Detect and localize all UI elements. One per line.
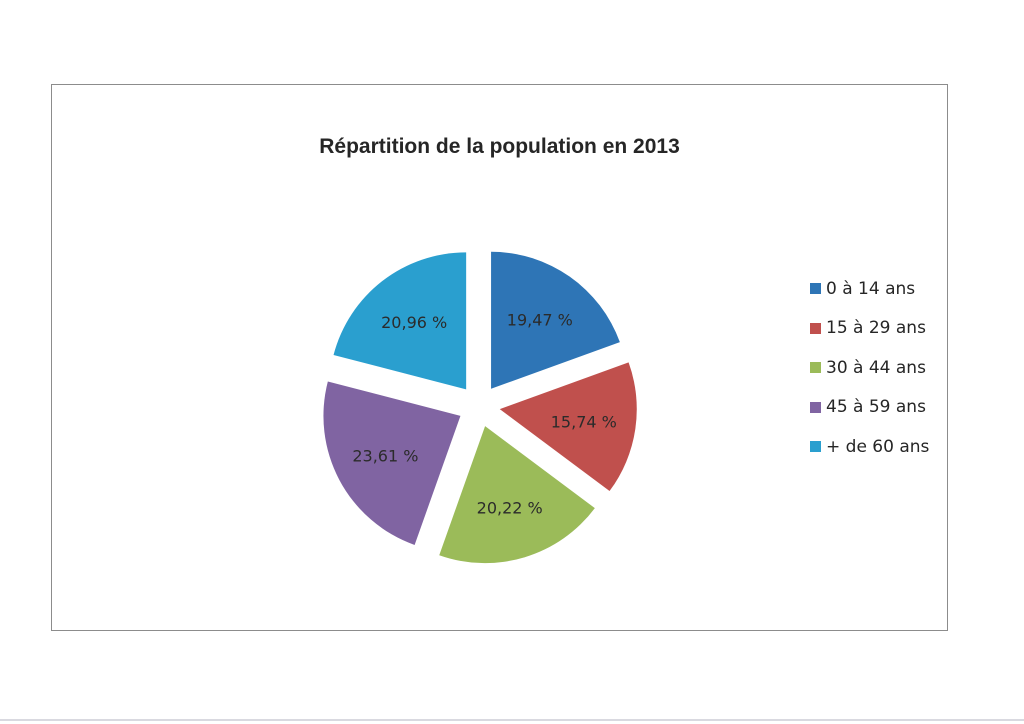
- legend-swatch: [810, 322, 821, 334]
- slice-label-3: 20,22 %: [477, 498, 543, 517]
- legend-swatch: [810, 362, 821, 374]
- pie-slice-2: [499, 362, 637, 492]
- slice-label-5: 20,96 %: [381, 313, 447, 332]
- legend-item: + de 60 ans: [810, 427, 929, 467]
- pie-slice-3: [439, 426, 595, 564]
- chart-legend: 0 à 14 ans 15 à 29 ans 30 à 44 ans 45 à 59 …: [810, 269, 929, 467]
- legend-label: + de 60 ans: [826, 436, 930, 457]
- legend-item: 45 à 59 ans: [810, 388, 929, 428]
- legend-swatch: [810, 441, 821, 453]
- chart-title: Répartition de la population en 2013: [319, 135, 680, 158]
- legend-item: 30 à 44 ans: [810, 348, 929, 388]
- pie-slice-1: [491, 251, 620, 389]
- legend-swatch: [810, 401, 821, 413]
- pie-chart: 19,47 % 15,74 % 20,22 % 23,61 % 20,96 %: [323, 251, 637, 564]
- slice-label-2: 15,74 %: [551, 413, 617, 432]
- page-bottom-line: [0, 719, 1024, 721]
- legend-swatch: [810, 283, 821, 295]
- legend-label: 30 à 44 ans: [826, 357, 926, 378]
- legend-item: 0 à 14 ans: [810, 269, 929, 309]
- legend-label: 45 à 59 ans: [826, 397, 926, 418]
- slice-label-1: 19,47 %: [507, 310, 573, 329]
- chart-frame: Répartition de la population en 2013 19,…: [51, 84, 948, 631]
- legend-item: 15 à 29 ans: [810, 309, 929, 349]
- pie-slice-5: [333, 252, 467, 390]
- legend-label: 15 à 29 ans: [826, 318, 926, 339]
- legend-label: 0 à 14 ans: [826, 278, 916, 299]
- pie-slice-4: [323, 381, 461, 545]
- slice-label-4: 23,61 %: [352, 447, 418, 466]
